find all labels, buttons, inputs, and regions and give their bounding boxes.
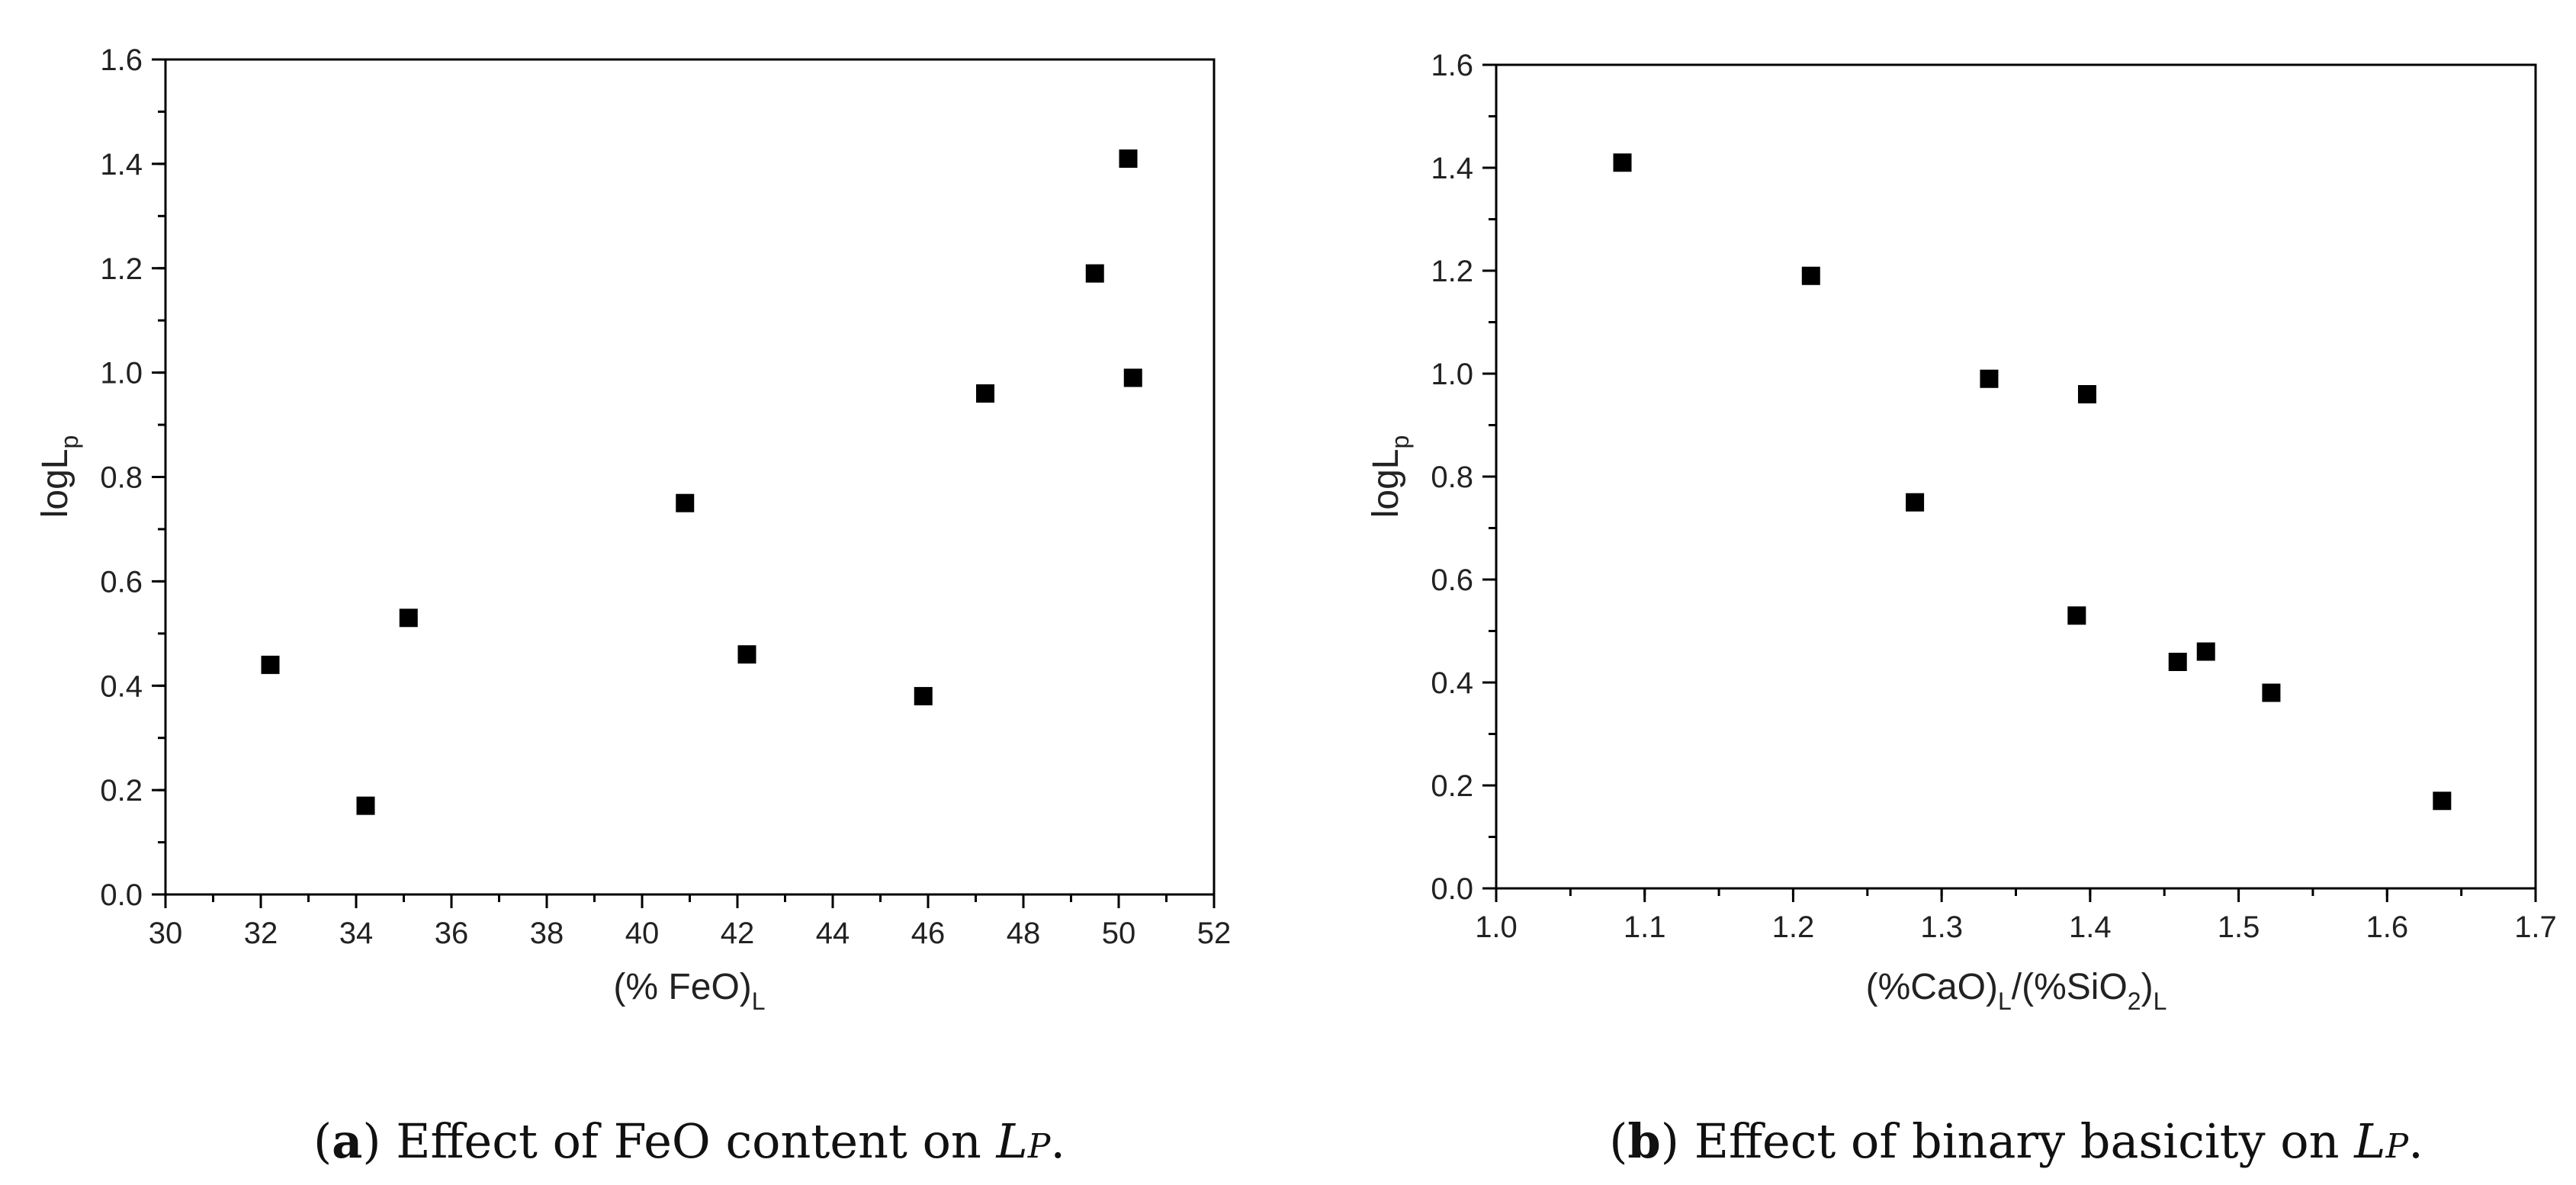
data-point <box>2262 683 2281 702</box>
data-point <box>261 655 280 674</box>
y-tick-label: 1.0 <box>1431 358 1473 391</box>
y-tick-label: 1.0 <box>100 357 143 390</box>
x-tick-label: 1.4 <box>2069 910 2112 944</box>
y-tick-label: 1.4 <box>100 148 143 181</box>
x-tick-label: 32 <box>244 917 278 950</box>
chart-panel-a: 30 32 34 36 38 40 42 44 46 48 50 52 0.0 0.2 0.4 0.6 0.8 1… <box>35 43 1231 1169</box>
y-tick-label: 0.2 <box>1431 769 1473 803</box>
x-tick-label: 1.0 <box>1475 910 1518 944</box>
y-tick-label: 0.4 <box>1431 666 1473 700</box>
caption-b: (b) Effect of binary basicity on LP. <box>1609 1113 2423 1169</box>
data-point <box>676 493 695 512</box>
y-axis-label-b: logLp <box>1366 435 1414 519</box>
axis-ticks-a: 30 32 34 36 38 40 42 44 46 48 50 52 0.0 0.2 0.4 0.6 0.8 1… <box>100 43 1231 950</box>
y-tick-label: 1.2 <box>1431 255 1473 288</box>
y-axis-label-a: logLp <box>35 435 83 519</box>
x-tick-label: 48 <box>1007 917 1041 950</box>
x-tick-label: 1.7 <box>2514 910 2557 944</box>
x-tick-label: 38 <box>530 917 564 950</box>
y-tick-label: 0.6 <box>1431 564 1473 597</box>
plot-frame-b <box>1495 63 2537 890</box>
data-point <box>1613 153 1632 172</box>
data-point <box>1085 264 1104 283</box>
x-axis-label-a: (% FeO)L <box>613 967 765 1015</box>
x-axis-label-b: (%CaO)L/(%SiO2)L <box>1866 967 2167 1015</box>
plot-frame-a <box>164 58 1216 896</box>
x-tick-label: 1.3 <box>1920 910 1963 944</box>
x-tick-label: 36 <box>435 917 469 950</box>
x-tick-label: 1.5 <box>2218 910 2260 944</box>
caption-a: (a) Effect of FeO content on LP. <box>313 1113 1065 1169</box>
x-tick-label: 30 <box>149 917 183 950</box>
y-tick-label: 1.6 <box>100 43 143 77</box>
x-tick-label: 44 <box>816 917 850 950</box>
y-tick-label: 0.4 <box>100 670 143 703</box>
y-tick-label: 0.2 <box>100 774 143 808</box>
data-point <box>737 645 756 664</box>
y-tick-label: 1.6 <box>1431 49 1473 82</box>
data-point <box>2067 606 2086 625</box>
x-tick-label: 1.2 <box>1772 910 1815 944</box>
data-point <box>2196 642 2215 661</box>
x-tick-label: 50 <box>1102 917 1136 950</box>
y-tick-label: 0.0 <box>1431 872 1473 906</box>
data-points-b <box>1613 153 2452 811</box>
data-point <box>356 796 375 815</box>
data-point <box>1980 369 1999 388</box>
y-tick-label: 0.8 <box>1431 461 1473 494</box>
y-tick-label: 0.6 <box>100 565 143 599</box>
data-point <box>2077 385 2096 403</box>
x-tick-label: 52 <box>1197 917 1232 950</box>
data-points-a <box>261 149 1142 815</box>
data-point <box>976 384 994 403</box>
data-point <box>1123 368 1142 387</box>
x-tick-label: 1.6 <box>2366 910 2408 944</box>
y-tick-label: 1.4 <box>1431 152 1473 185</box>
x-tick-label: 42 <box>721 917 755 950</box>
y-tick-label: 0.0 <box>100 878 143 912</box>
data-point <box>1801 266 1820 285</box>
data-point <box>2433 792 2452 811</box>
y-tick-label: 1.2 <box>100 252 143 286</box>
x-tick-label: 46 <box>911 917 946 950</box>
data-point <box>914 686 933 705</box>
data-point <box>399 609 418 628</box>
data-point <box>1119 149 1138 169</box>
data-point <box>1906 493 1925 512</box>
data-point <box>2168 653 2187 671</box>
x-tick-label: 40 <box>625 917 660 950</box>
y-tick-label: 0.8 <box>100 461 143 495</box>
x-tick-label: 1.1 <box>1624 910 1666 944</box>
chart-panel-b: 1.0 1.1 1.2 1.3 1.4 1.5 1.6 1.7 0.0 0.2 0.4 0.6 0.8 1… <box>1366 49 2557 1169</box>
axis-ticks-b: 1.0 1.1 1.2 1.3 1.4 1.5 1.6 1.7 0.0 0.2 0.4 0.6 0.8 1… <box>1431 49 2556 944</box>
x-tick-label: 34 <box>339 917 374 950</box>
